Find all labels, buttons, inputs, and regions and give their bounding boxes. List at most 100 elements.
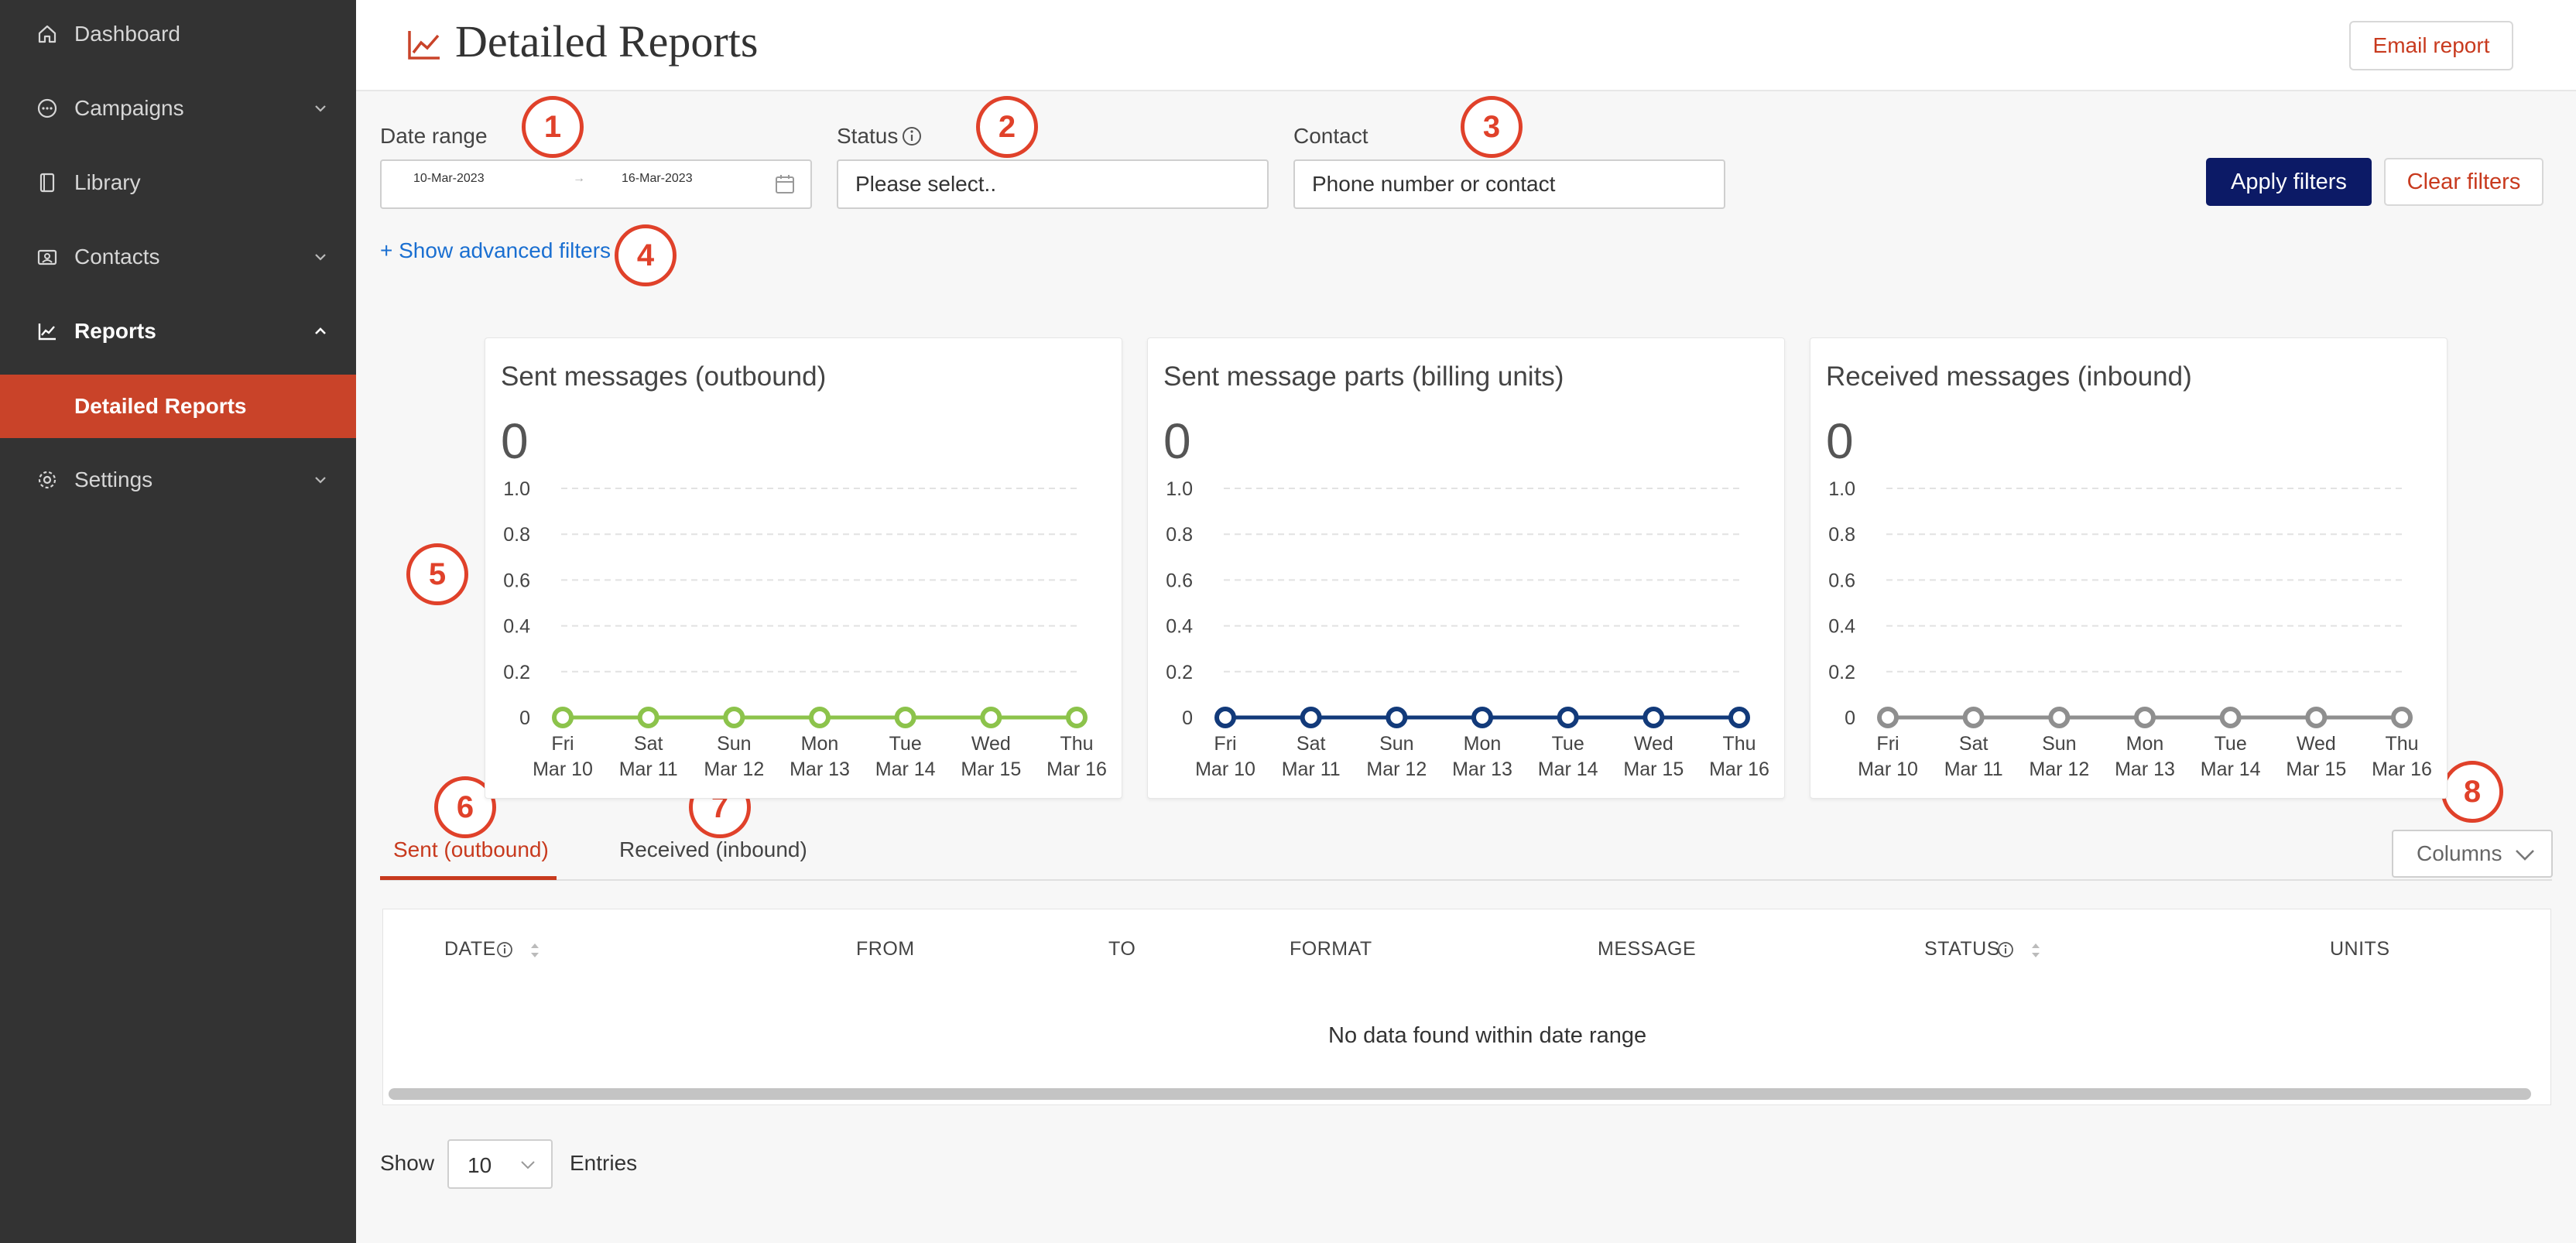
x-tick-date-label: Mar 14 — [2201, 758, 2261, 780]
column-header-status[interactable]: STATUS — [1924, 938, 2000, 960]
chart-card-billing-units: Sent message parts (billing units) 0 1.0… — [1147, 337, 1785, 799]
data-point — [2048, 707, 2071, 728]
sidebar-item-dashboard[interactable]: Dashboard — [0, 2, 356, 67]
sidebar-item-settings[interactable]: Settings — [0, 447, 356, 512]
sidebar-item-label: Campaigns — [74, 96, 184, 120]
info-icon[interactable] — [1997, 941, 2014, 958]
chart-line-icon — [36, 320, 59, 343]
date-range-input[interactable] — [380, 159, 812, 209]
tab-received-inbound[interactable]: Received (inbound) — [619, 837, 807, 861]
sidebar-item-reports[interactable]: Reports — [0, 299, 356, 364]
columns-button[interactable]: Columns — [2392, 830, 2553, 878]
clear-filters-button[interactable]: Clear filters — [2384, 158, 2543, 206]
y-tick-label: 0 — [1182, 707, 1193, 729]
x-tick-date-label: Mar 10 — [533, 758, 593, 780]
column-header-message[interactable]: MESSAGE — [1598, 938, 1697, 960]
date-range-label: Date range — [380, 124, 488, 148]
data-point — [2305, 707, 2328, 728]
data-point — [2391, 707, 2413, 728]
chevron-down-icon — [521, 1161, 535, 1169]
page-header — [356, 0, 2576, 91]
empty-table-message: No data found within date range — [1328, 1023, 1647, 1048]
x-tick-date-label: Mar 11 — [1944, 758, 2003, 780]
book-icon — [36, 171, 59, 194]
chart-title: Sent message parts (billing units) — [1163, 361, 1564, 392]
annotation-badge: 1 — [522, 96, 584, 158]
column-header-from[interactable]: FROM — [856, 938, 915, 960]
x-tick-day-label: Sat — [1297, 733, 1326, 755]
info-icon[interactable] — [496, 941, 513, 958]
sidebar: Dashboard Campaigns Library Contacts Rep… — [0, 0, 356, 1243]
entries-per-page-select[interactable]: 10 — [447, 1139, 553, 1189]
data-point — [552, 707, 574, 728]
sidebar-item-library[interactable]: Library — [0, 150, 356, 215]
data-point — [2134, 707, 2156, 728]
sidebar-item-label: Settings — [74, 467, 153, 491]
chart-total: 0 — [1163, 413, 1191, 469]
date-start-value[interactable]: 10-Mar-2023 — [413, 172, 485, 185]
y-tick-label: 1.0 — [503, 478, 530, 500]
chevron-down-icon[interactable] — [311, 471, 330, 489]
chart-total: 0 — [501, 413, 529, 469]
arrow-right-icon: → — [573, 172, 585, 185]
column-header-format[interactable]: FORMAT — [1290, 938, 1372, 960]
column-header-to[interactable]: TO — [1108, 938, 1136, 960]
data-point — [1877, 707, 1899, 728]
x-tick-day-label: Wed — [1634, 733, 1673, 755]
date-end-value[interactable]: 16-Mar-2023 — [622, 172, 693, 185]
line-chart: 1.0 0.8 0.6 0.4 0.2 0 Fri Mar 10 Sat Mar 11 Sun Mar… — [1828, 478, 2432, 780]
data-point — [2219, 707, 2242, 728]
status-label: Status — [837, 124, 899, 148]
data-point — [1386, 707, 1408, 728]
x-tick-date-label: Mar 13 — [1452, 758, 1512, 780]
data-point — [894, 707, 916, 728]
status-select[interactable]: Please select.. — [837, 159, 1269, 209]
y-tick-label: 0.4 — [1166, 616, 1193, 638]
chart-line-icon — [408, 31, 440, 60]
x-tick-day-label: Sat — [1959, 733, 1989, 755]
sidebar-item-campaigns[interactable]: Campaigns — [0, 76, 356, 141]
column-header-units[interactable]: UNITS — [2330, 938, 2390, 960]
chevron-down-icon[interactable] — [311, 99, 330, 118]
chart-total: 0 — [1826, 413, 1854, 469]
annotation-badge: 8 — [2441, 761, 2503, 823]
chevron-down-icon[interactable] — [311, 248, 330, 266]
chevron-up-icon[interactable] — [311, 322, 330, 341]
entries-value: 10 — [468, 1153, 492, 1177]
sort-icon[interactable] — [2027, 940, 2044, 961]
horizontal-scrollbar[interactable] — [389, 1088, 2531, 1100]
apply-filters-button[interactable]: Apply filters — [2206, 158, 2372, 206]
x-tick-date-label: Mar 16 — [1709, 758, 1769, 780]
tabs-divider — [380, 879, 2552, 881]
data-point — [1300, 707, 1322, 728]
sidebar-item-detailed-reports[interactable]: Detailed Reports — [0, 375, 356, 438]
y-tick-label: 0 — [1845, 707, 1855, 729]
contact-input[interactable]: Phone number or contact — [1293, 159, 1725, 209]
x-tick-day-label: Fri — [1876, 733, 1899, 755]
contact-placeholder: Phone number or contact — [1312, 172, 1556, 196]
y-tick-label: 0.4 — [1828, 616, 1855, 638]
calendar-icon[interactable] — [774, 173, 796, 195]
x-tick-date-label: Mar 13 — [790, 758, 850, 780]
x-tick-day-label: Sun — [2042, 733, 2076, 755]
sidebar-item-label: Library — [74, 170, 141, 194]
data-point — [1557, 707, 1579, 728]
x-tick-day-label: Tue — [1552, 733, 1584, 755]
y-tick-label: 0.6 — [1828, 570, 1855, 591]
email-report-button[interactable]: Email report — [2349, 21, 2513, 70]
sidebar-item-label: Dashboard — [74, 22, 180, 46]
x-tick-day-label: Thu — [2385, 733, 2418, 755]
data-point — [980, 707, 1002, 728]
show-advanced-filters-link[interactable]: + Show advanced filters — [380, 238, 611, 262]
tab-sent-outbound[interactable]: Sent (outbound) — [393, 837, 549, 861]
x-tick-day-label: Sat — [634, 733, 663, 755]
sort-icon[interactable] — [526, 940, 543, 961]
y-tick-label: 0.8 — [1828, 524, 1855, 546]
line-chart: 1.0 0.8 0.6 0.4 0.2 0 Fri Mar 10 Sat Mar 11 Sun Mar… — [503, 478, 1107, 780]
x-tick-day-label: Sun — [1379, 733, 1413, 755]
column-header-date[interactable]: DATE — [444, 938, 496, 960]
info-icon[interactable] — [901, 125, 923, 147]
x-tick-day-label: Tue — [2215, 733, 2247, 755]
sidebar-item-contacts[interactable]: Contacts — [0, 224, 356, 289]
chart-title: Received messages (inbound) — [1826, 361, 2192, 392]
